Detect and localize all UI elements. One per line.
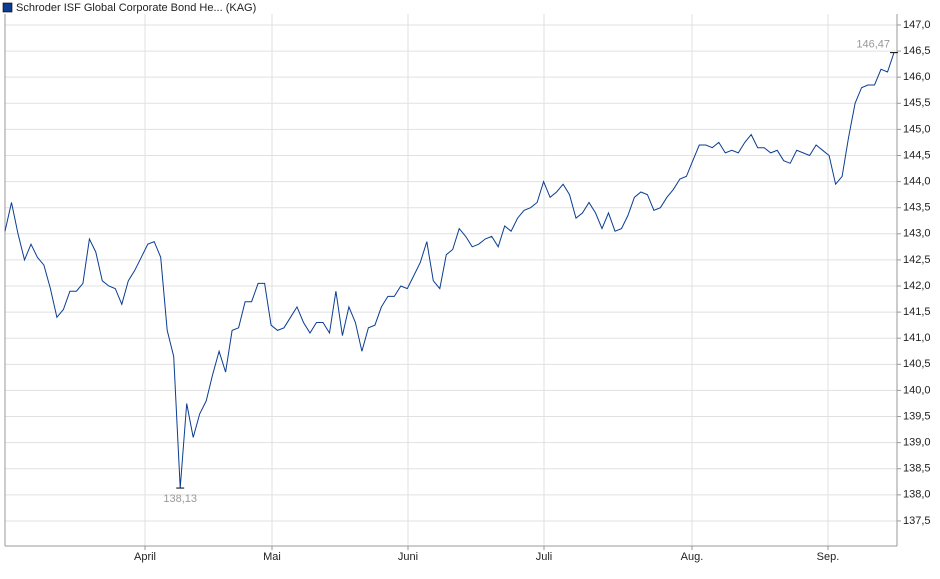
y-tick-label: 143,5 xyxy=(903,202,931,214)
y-tick-label: 141,0 xyxy=(903,332,931,344)
y-tick-label: 147,0 xyxy=(903,19,931,31)
x-tick-label: Juni xyxy=(398,551,418,563)
y-tick-label: 143,0 xyxy=(903,228,931,240)
x-tick-label: Juli xyxy=(536,551,553,563)
line-series xyxy=(4,52,895,489)
y-tick-label: 138,0 xyxy=(903,489,931,501)
y-tick-label: 145,0 xyxy=(903,123,931,135)
y-tick-label: 139,5 xyxy=(903,410,931,422)
y-tick-label: 139,0 xyxy=(903,437,931,449)
y-tick-label: 138,5 xyxy=(903,463,931,475)
y-tick-label: 142,5 xyxy=(903,254,931,266)
y-tick-label: 144,0 xyxy=(903,175,931,187)
y-tick-label: 142,0 xyxy=(903,280,931,292)
x-tick-label: April xyxy=(134,551,156,563)
y-tick-label: 137,5 xyxy=(903,515,931,527)
x-tick-label: Sep. xyxy=(817,551,840,563)
legend-label: Schroder ISF Global Corporate Bond He...… xyxy=(16,2,256,14)
y-tick-label: 141,5 xyxy=(903,306,931,318)
legend-swatch xyxy=(2,2,13,13)
y-tick-label: 144,5 xyxy=(903,149,931,161)
annotation-label: 146,47 xyxy=(856,39,890,51)
x-tick-label: Aug. xyxy=(681,551,704,563)
y-tick-label: 140,5 xyxy=(903,358,931,370)
annotation-label: 138,13 xyxy=(163,493,197,505)
y-tick-label: 146,5 xyxy=(903,45,931,57)
y-tick-label: 146,0 xyxy=(903,71,931,83)
x-tick-label: Mai xyxy=(263,551,281,563)
y-tick-label: 145,5 xyxy=(903,97,931,109)
y-tick-label: 140,0 xyxy=(903,384,931,396)
